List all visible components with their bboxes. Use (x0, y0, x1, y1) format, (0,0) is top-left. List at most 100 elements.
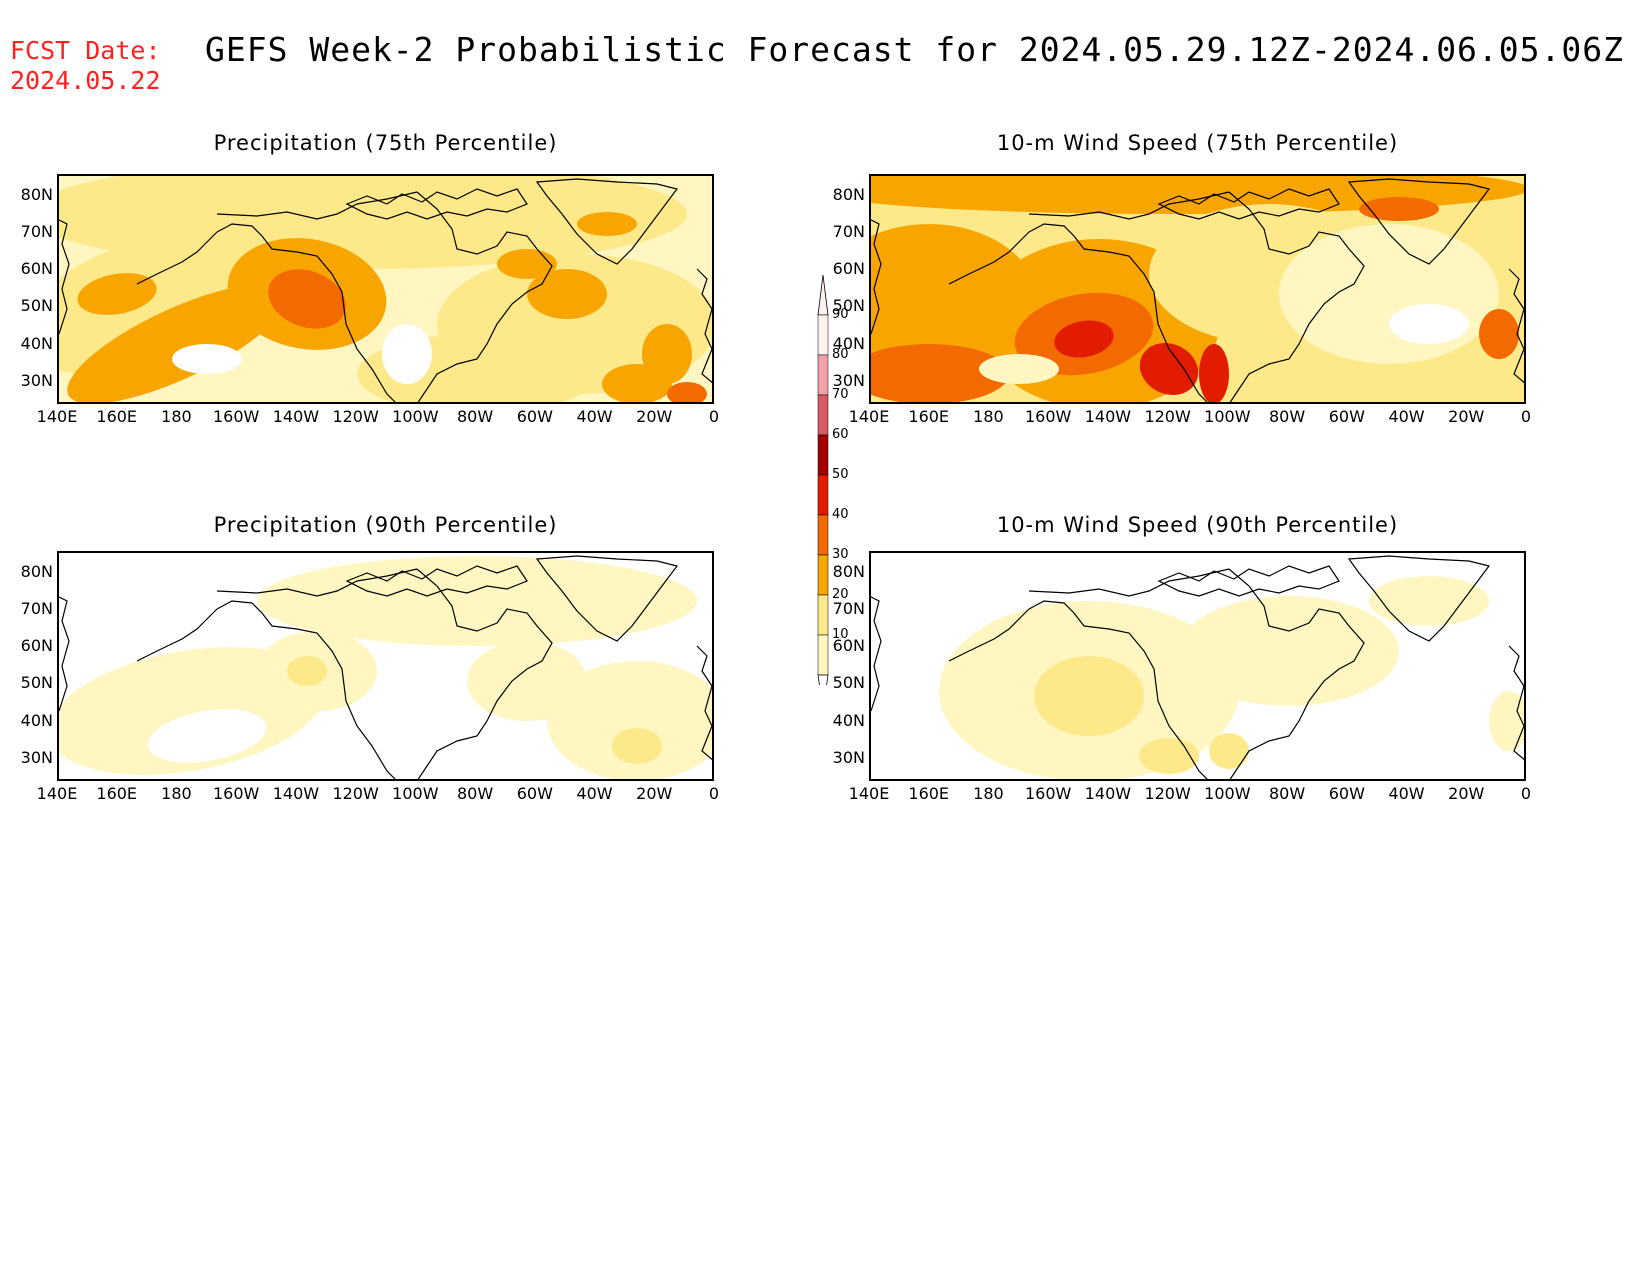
lon-tick-label: 0 (1520, 784, 1532, 803)
contour-region (979, 354, 1059, 384)
colorbar-tick-label: 10 (832, 627, 849, 642)
map-precip-75th (57, 174, 714, 404)
contour-region (1359, 197, 1439, 221)
lon-tick-label: 180 (973, 407, 1004, 426)
panel-title-precip75: Precipitation (75th Percentile) (213, 131, 558, 155)
lon-tick-label: 160W (212, 407, 260, 426)
panel-title-precip90: Precipitation (90th Percentile) (213, 513, 558, 537)
lon-tick-label: 140E (36, 407, 78, 426)
lon-tick-label: 180 (161, 784, 192, 803)
coastline (216, 191, 418, 220)
lon-tick-label: 140W (272, 407, 320, 426)
page-title: GEFS Week-2 Probabilistic Forecast for 2… (205, 30, 1625, 69)
lat-tick-label: 40N (20, 711, 53, 730)
coastline (1347, 555, 1491, 642)
lon-tick-label: 40W (1388, 784, 1425, 803)
coastline (57, 595, 70, 712)
map-frame (869, 551, 1526, 781)
lat-tick-label: 70N (832, 222, 865, 241)
lon-tick-label: 20W (1448, 407, 1485, 426)
panel-title-wind75: 10-m Wind Speed (75th Percentile) (996, 131, 1399, 155)
contour-region (1369, 576, 1489, 626)
contour-region (147, 709, 267, 763)
lat-tick-label: 30N (832, 371, 865, 390)
contour-region (642, 324, 692, 384)
coastline (1028, 568, 1230, 597)
coastline (1028, 191, 1230, 220)
lon-tick-label: 20W (1448, 784, 1485, 803)
lon-tick-label: 80W (1268, 407, 1306, 426)
contour-region (257, 556, 697, 646)
lat-tick-label: 40N (832, 711, 865, 730)
lon-tick-label: 140W (1084, 784, 1132, 803)
coastline (136, 231, 218, 285)
lon-tick-label: 120W (1144, 407, 1191, 426)
coastline (345, 565, 528, 597)
contour-region (1209, 733, 1249, 769)
lat-tick-label: 60N (832, 259, 865, 278)
coastline (57, 218, 70, 335)
colorbar-tick-label: 20 (832, 587, 849, 602)
contour-region (1054, 320, 1114, 358)
lon-tick-label: 180 (973, 784, 1004, 803)
colorbar-segment (817, 434, 829, 476)
lat-tick-label: 60N (832, 636, 865, 655)
contour-region (1034, 656, 1144, 736)
map-wind-90th (869, 551, 1526, 781)
lon-tick-label: 0 (1520, 407, 1532, 426)
coastline (416, 568, 553, 781)
contour-region (577, 212, 637, 236)
lat-tick-label: 50N (20, 673, 53, 692)
map-precip-90th (57, 551, 714, 781)
contour-region (497, 249, 557, 279)
lat-tick-label: 70N (20, 599, 53, 618)
coastline (1228, 568, 1365, 781)
colorbar-tick-label: 90 (832, 307, 849, 322)
lon-tick-label: 140W (272, 784, 320, 803)
colorbar-segment (817, 634, 829, 676)
colorbar-tick-label: 60 (832, 427, 849, 442)
coastline (136, 608, 218, 662)
contour-region (547, 661, 714, 781)
coastline (535, 555, 679, 642)
contour-region (1179, 596, 1399, 706)
coastline (1157, 188, 1340, 220)
lon-tick-label: 80W (456, 784, 494, 803)
lon-tick-label: 140E (36, 784, 78, 803)
lon-tick-label: 60W (516, 784, 553, 803)
lat-tick-label: 80N (20, 185, 53, 204)
colorbar-segment (817, 554, 829, 596)
colorbar-tick-label: 70 (832, 387, 849, 402)
coastline (696, 268, 714, 385)
map-frame (869, 174, 1526, 404)
coastline (1347, 178, 1491, 265)
lat-tick-label: 60N (20, 636, 53, 655)
lon-tick-label: 160E (96, 407, 138, 426)
lon-tick-label: 120W (332, 784, 379, 803)
coastline (869, 595, 882, 712)
contour-region (869, 344, 1009, 404)
contour-region (1389, 304, 1469, 344)
lon-tick-label: 120W (332, 407, 379, 426)
lon-tick-label: 160E (908, 784, 950, 803)
lon-tick-label: 160W (1024, 407, 1072, 426)
coastline (216, 600, 398, 781)
lon-tick-label: 60W (516, 407, 553, 426)
lon-tick-label: 100W (392, 784, 439, 803)
lat-tick-label: 30N (20, 748, 53, 767)
lon-tick-label: 140E (848, 784, 890, 803)
contour-region (1199, 344, 1229, 404)
colorbar (817, 275, 829, 685)
panel-title-wind90: 10-m Wind Speed (90th Percentile) (996, 513, 1399, 537)
colorbar-arrow-bottom (817, 674, 829, 685)
lon-tick-label: 140W (1084, 407, 1132, 426)
lat-tick-label: 60N (20, 259, 53, 278)
coastline (216, 223, 398, 404)
lat-tick-label: 40N (20, 334, 53, 353)
contour-region (1479, 309, 1519, 359)
coastline (416, 191, 553, 404)
lon-tick-label: 100W (1204, 407, 1251, 426)
lon-tick-label: 80W (1268, 784, 1306, 803)
forecast-date-label: FCST Date: (10, 36, 161, 65)
map-wind-75th (869, 174, 1526, 404)
